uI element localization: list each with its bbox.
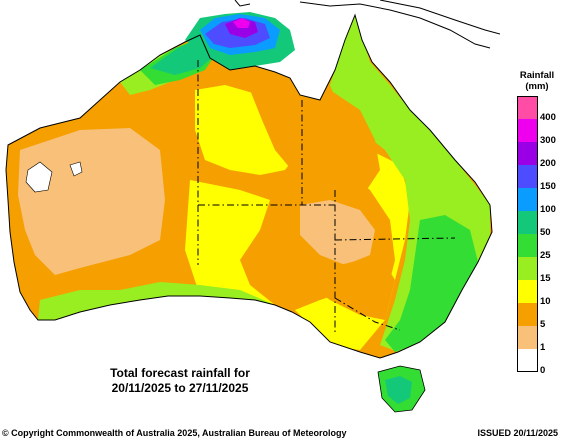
legend-swatch bbox=[517, 211, 538, 234]
salt-lake bbox=[25, 161, 53, 193]
legend-row: 100 bbox=[508, 188, 566, 215]
legend-label: 25 bbox=[540, 250, 551, 261]
legend-label: 0 bbox=[540, 365, 546, 376]
top-end-heavy-rain bbox=[185, 12, 295, 70]
tasmania bbox=[377, 365, 426, 413]
footer: © Copyright Commonwealth of Australia 20… bbox=[0, 428, 566, 440]
australia-coastline bbox=[5, 13, 493, 359]
legend-swatch bbox=[517, 349, 538, 372]
legend-swatch bbox=[517, 96, 538, 119]
legend-label: 15 bbox=[540, 273, 551, 284]
legend-label: 400 bbox=[540, 112, 556, 123]
map-title-line1: Total forecast rainfall for bbox=[110, 366, 250, 380]
rainfall-map bbox=[5, 0, 500, 413]
legend-swatch bbox=[517, 234, 538, 257]
legend-swatch bbox=[517, 280, 538, 303]
legend-label: 150 bbox=[540, 181, 556, 192]
legend-swatch bbox=[517, 188, 538, 211]
legend-scale: 400 300 200 150 100 50 25 15 10 5 1 0 bbox=[508, 96, 566, 376]
legend-label: 50 bbox=[540, 227, 551, 238]
rainfall-legend: Rainfall (mm) 400 300 200 150 100 50 25 15 10 5 1 0 bbox=[508, 70, 566, 376]
legend-swatch bbox=[517, 326, 538, 349]
legend-swatch bbox=[517, 142, 538, 165]
legend-label: 1 bbox=[540, 342, 546, 353]
pngs-coastline bbox=[234, 0, 500, 49]
legend-unit: (mm) bbox=[525, 81, 549, 92]
map-title-line2: 20/11/2025 to 27/11/2025 bbox=[111, 381, 249, 395]
salt-lake bbox=[69, 161, 83, 177]
legend-label: 100 bbox=[540, 204, 556, 215]
legend-row: 150 bbox=[508, 165, 566, 192]
legend-row: 50 bbox=[508, 211, 566, 238]
legend-label: 300 bbox=[540, 135, 556, 146]
legend-row: 25 bbox=[508, 234, 566, 261]
copyright-text: © Copyright Commonwealth of Australia 20… bbox=[2, 428, 347, 438]
legend-label: 5 bbox=[540, 319, 546, 330]
legend-swatch bbox=[517, 257, 538, 280]
legend-row: 10 bbox=[508, 280, 566, 307]
legend-title: Rainfall bbox=[519, 70, 555, 81]
legend-swatch bbox=[517, 165, 538, 188]
legend-row: 0 bbox=[508, 349, 566, 376]
legend-row: 15 bbox=[508, 257, 566, 284]
legend-swatch bbox=[517, 119, 538, 142]
legend-row: 200 bbox=[508, 142, 566, 169]
state-borders bbox=[197, 60, 456, 335]
legend-row: 1 bbox=[508, 326, 566, 353]
legend-row: 5 bbox=[508, 303, 566, 330]
legend-swatch bbox=[517, 303, 538, 326]
legend-label: 10 bbox=[540, 296, 551, 307]
issued-date: ISSUED 20/11/2025 bbox=[477, 428, 558, 438]
map-title: Total forecast rainfall for 20/11/2025 t… bbox=[60, 366, 300, 396]
legend-row: 400 bbox=[508, 96, 566, 123]
legend-row: 300 bbox=[508, 119, 566, 146]
legend-label: 200 bbox=[540, 158, 556, 169]
